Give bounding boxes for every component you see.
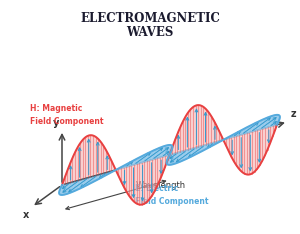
Text: E: Electric
Field Component: E: Electric Field Component <box>135 184 208 206</box>
Polygon shape <box>116 145 172 170</box>
Text: y: y <box>52 118 59 128</box>
Text: Wavelength: Wavelength <box>136 181 186 190</box>
Polygon shape <box>224 125 277 175</box>
Text: x: x <box>22 210 29 220</box>
Polygon shape <box>170 105 224 155</box>
Polygon shape <box>167 139 224 165</box>
Polygon shape <box>62 135 116 185</box>
Polygon shape <box>116 154 170 205</box>
Text: ELECTROMAGNETIC: ELECTROMAGNETIC <box>80 12 220 25</box>
Text: WAVES: WAVES <box>126 26 174 39</box>
Polygon shape <box>59 170 116 195</box>
Text: z: z <box>291 109 296 119</box>
Text: H: Magnetic
Field Component: H: Magnetic Field Component <box>30 104 103 126</box>
Polygon shape <box>224 115 280 140</box>
